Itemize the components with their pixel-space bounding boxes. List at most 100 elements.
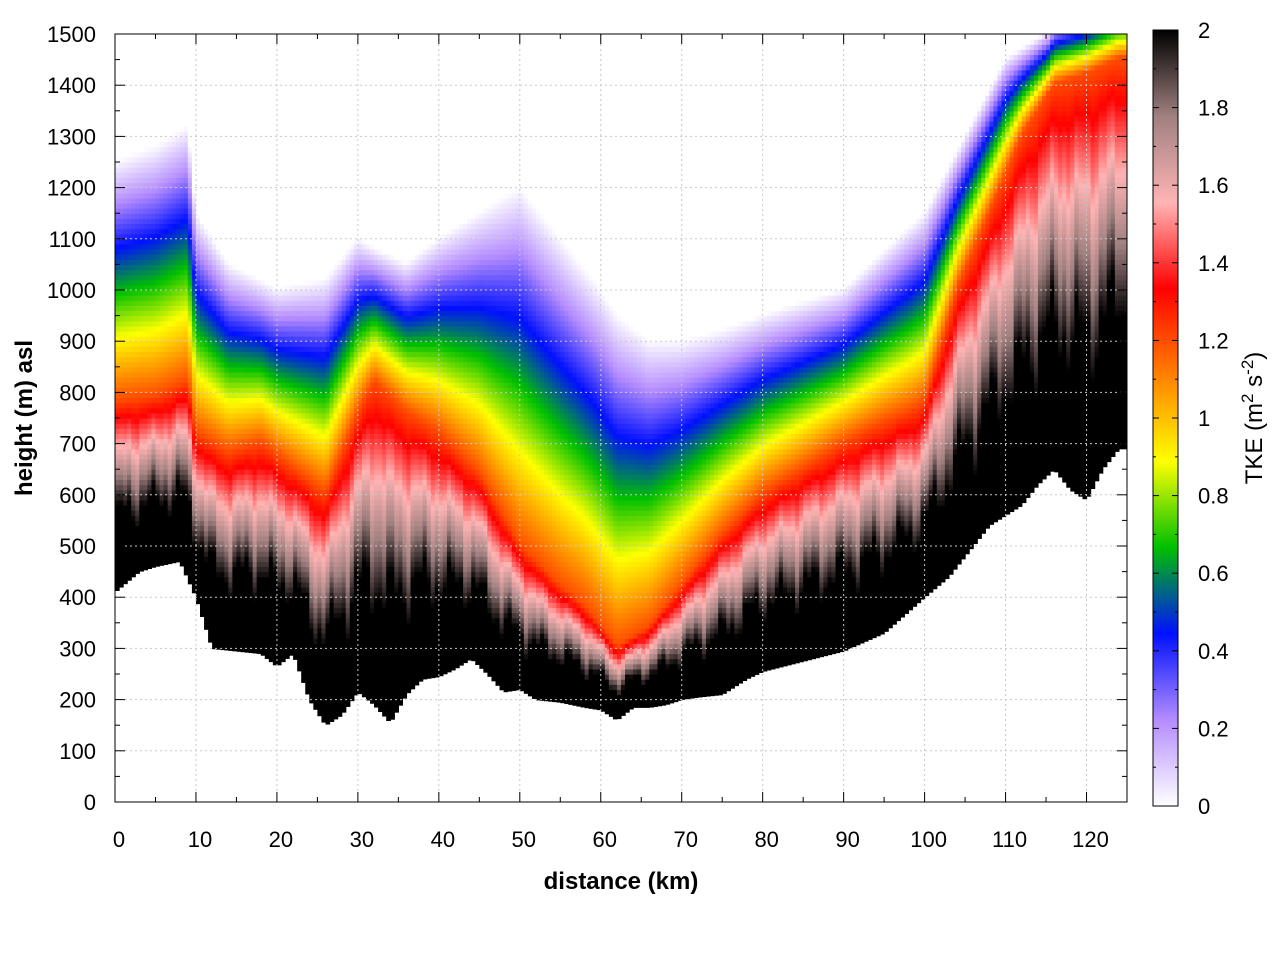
heatmap-column: [1090, 34, 1096, 489]
colorbar-tick-label: 1.6: [1198, 173, 1229, 198]
heatmap-column: [276, 34, 282, 666]
heatmap-column: [1033, 34, 1039, 488]
heatmap-column: [1070, 34, 1075, 492]
heatmap-column: [285, 34, 290, 659]
heatmap-column: [1046, 34, 1051, 476]
heatmap-column: [795, 34, 800, 664]
heatmap-column: [835, 34, 841, 654]
colorbar-tick-label: 0.4: [1198, 639, 1229, 664]
heatmap-column: [1001, 34, 1007, 518]
heatmap-column: [661, 34, 667, 706]
heatmap-column: [434, 34, 440, 678]
x-tick-label: 110: [992, 827, 1027, 852]
heatmap-column: [880, 34, 885, 635]
heatmap-column: [1017, 34, 1023, 507]
y-tick-label: 1400: [47, 73, 96, 98]
heatmap-column: [604, 34, 610, 715]
colorbar-tick-label: 2: [1198, 18, 1210, 43]
heatmap-column: [1066, 34, 1071, 488]
x-tick-label: 120: [1072, 827, 1109, 852]
heatmap-column: [527, 34, 533, 697]
colorbar-title-sup2: -2: [1238, 360, 1257, 375]
heatmap-column: [738, 34, 744, 684]
heatmap-column: [863, 34, 869, 642]
heatmap-column: [896, 34, 901, 622]
heatmap-column: [900, 34, 905, 618]
heatmap-column: [965, 34, 970, 555]
heatmap-column: [888, 34, 893, 629]
heatmap-column: [398, 34, 404, 706]
heatmap-column: [406, 34, 412, 694]
heatmap-column: [313, 34, 318, 710]
heatmap-column: [394, 34, 399, 713]
heatmap-column: [774, 34, 780, 669]
heatmap-column: [244, 34, 250, 653]
heatmap-column: [329, 34, 335, 722]
heatmap-column: [677, 34, 683, 701]
heatmap-column: [641, 34, 646, 708]
heatmap-column: [402, 34, 408, 699]
y-tick-label: 600: [59, 483, 96, 508]
heatmap-column: [843, 34, 849, 651]
heatmap-column: [653, 34, 659, 707]
heatmap-column: [552, 34, 557, 703]
heatmap-column: [370, 34, 375, 704]
heatmap-column: [187, 34, 193, 585]
heatmap-column: [932, 34, 938, 590]
x-tick-label: 90: [835, 827, 859, 852]
heatmap-column: [815, 34, 820, 659]
heatmap-column: [855, 34, 861, 646]
heatmap-column: [442, 34, 448, 675]
heatmap-column: [876, 34, 881, 637]
heatmap-column: [507, 34, 513, 692]
heatmap-column: [240, 34, 246, 653]
heatmap-column: [301, 34, 306, 683]
heatmap-column: [714, 34, 719, 696]
heatmap-column: [726, 34, 731, 692]
heatmap-column: [495, 34, 501, 686]
heatmap-column: [418, 34, 424, 682]
heatmap-column: [260, 34, 266, 656]
heatmap-column: [256, 34, 262, 654]
heatmap-column: [948, 34, 954, 575]
heatmap-column: [131, 34, 136, 578]
heatmap-column: [940, 34, 946, 583]
heatmap-column: [236, 34, 242, 652]
heatmap-column: [786, 34, 792, 666]
heatmap-column: [293, 34, 298, 660]
heatmap-column: [179, 34, 185, 567]
heatmap-column: [463, 34, 468, 664]
x-tick-label: 0: [113, 827, 125, 852]
heatmap-column: [718, 34, 723, 696]
heatmap-column: [1013, 34, 1019, 510]
heatmap-column: [1118, 34, 1124, 450]
colorbar-tick-label: 1.2: [1198, 328, 1229, 353]
heatmap-column: [519, 34, 525, 692]
heatmap-column: [438, 34, 444, 677]
heatmap-column: [147, 34, 153, 569]
heatmap-column: [961, 34, 966, 560]
heatmap-column: [645, 34, 650, 708]
heatmap-column: [349, 34, 355, 702]
heatmap-column: [305, 34, 310, 695]
heatmap-column: [208, 34, 213, 643]
heatmap-column: [580, 34, 586, 708]
heatmap-column: [811, 34, 816, 660]
heatmap-column: [341, 34, 347, 713]
heatmap-column: [1086, 34, 1092, 497]
x-tick-label: 10: [188, 827, 212, 852]
colorbar-tick-label: 0: [1198, 794, 1210, 819]
heatmap-column: [657, 34, 663, 707]
heatmap-column: [936, 34, 942, 586]
heatmap-column: [831, 34, 837, 655]
heatmap-column: [892, 34, 897, 625]
heatmap-column: [681, 34, 687, 700]
heatmap-column: [1062, 34, 1067, 483]
heatmap-column: [337, 34, 343, 717]
heatmap-column: [778, 34, 784, 668]
heatmap-column: [353, 34, 359, 696]
heatmap-column: [576, 34, 582, 707]
x-axis-title: distance (km): [544, 868, 699, 895]
heatmap-column: [746, 34, 752, 679]
heatmap-column: [928, 34, 934, 593]
